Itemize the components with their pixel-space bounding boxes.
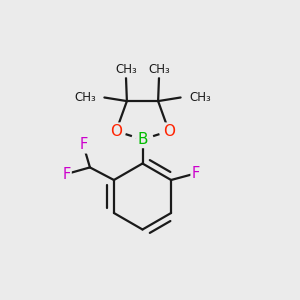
Text: O: O <box>110 124 122 139</box>
Text: F: F <box>192 166 200 181</box>
Text: F: F <box>62 167 70 182</box>
Text: B: B <box>137 132 148 147</box>
Text: CH₃: CH₃ <box>148 63 170 76</box>
Text: CH₃: CH₃ <box>115 63 137 76</box>
Text: O: O <box>163 124 175 139</box>
Text: F: F <box>79 137 87 152</box>
Text: CH₃: CH₃ <box>189 91 211 104</box>
Text: CH₃: CH₃ <box>74 91 96 104</box>
